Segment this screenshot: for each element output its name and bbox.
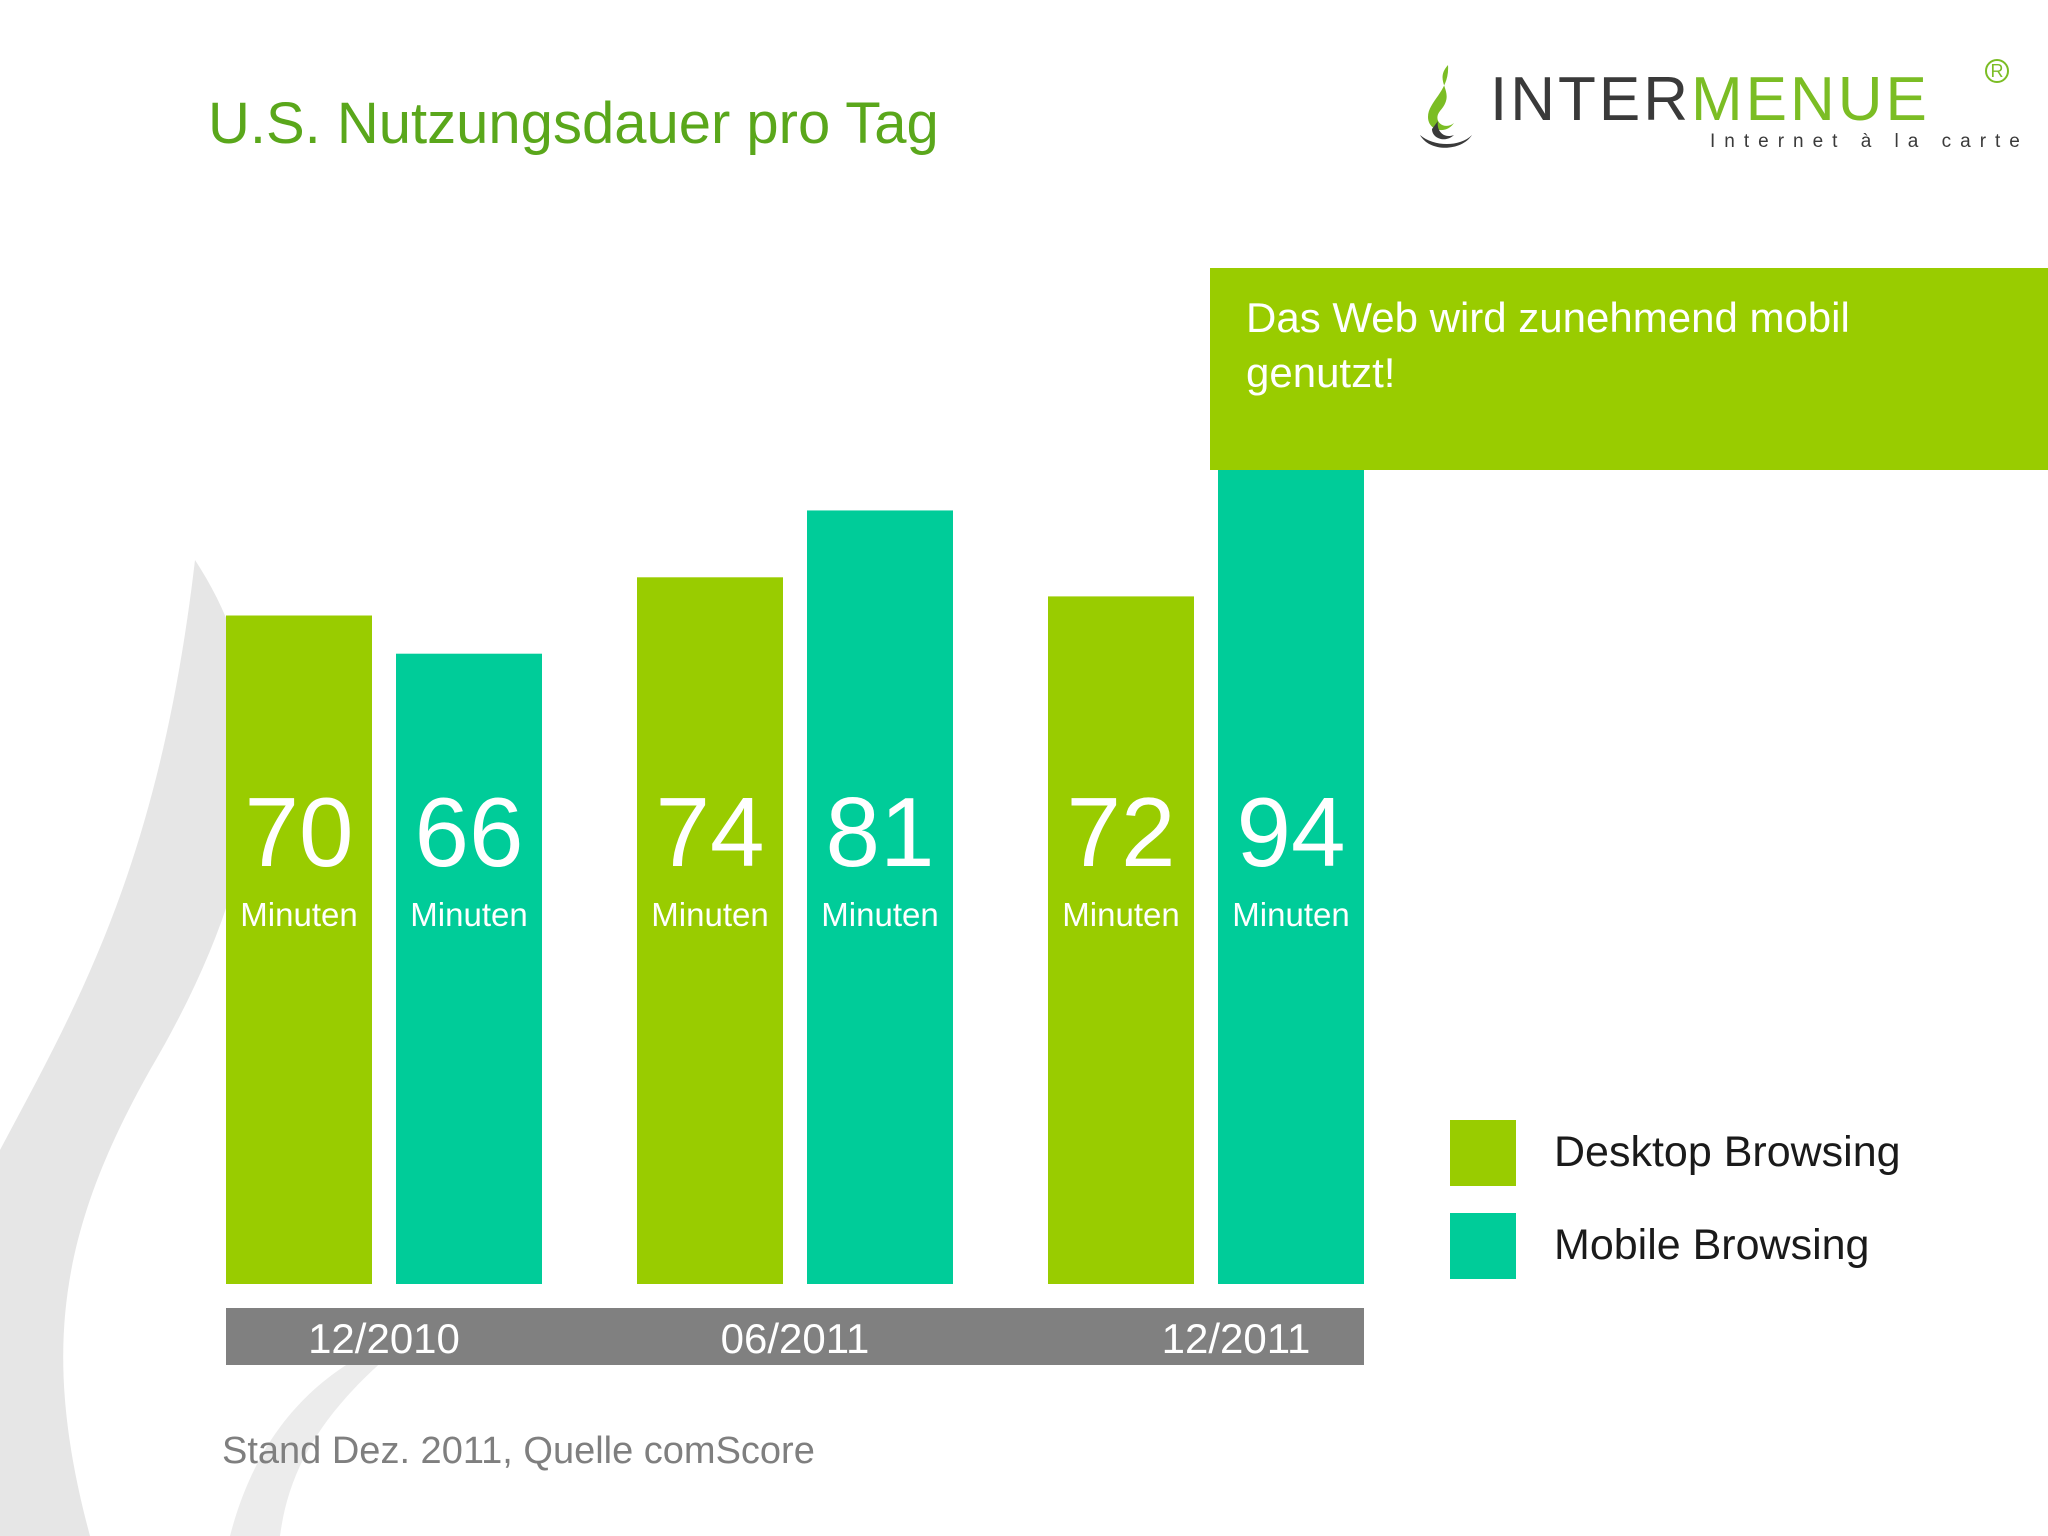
bar-mobile-0: [396, 653, 542, 1284]
callout-text: Das Web wird zunehmend mobil genutzt!: [1246, 294, 1850, 396]
bar-desktop-0: [226, 615, 372, 1284]
logo-wordmark-dark: INTER: [1490, 65, 1691, 134]
logo-wordmark: INTERMENUE: [1490, 69, 1930, 131]
data-label-value: 74: [655, 777, 764, 887]
registered-mark: R: [1985, 59, 2009, 83]
source-note: Stand Dez. 2011, Quelle comScore: [222, 1430, 815, 1472]
logo-wordmark-green: MENUE: [1691, 65, 1930, 134]
bar-desktop-2: [1048, 596, 1194, 1284]
callout-box: Das Web wird zunehmend mobil genutzt!: [1210, 268, 2048, 470]
legend-item-mobile: Mobile Browsing: [1450, 1213, 1950, 1283]
legend-label-mobile: Mobile Browsing: [1554, 1221, 1870, 1269]
flame-icon: [1420, 65, 1472, 148]
data-label-value: 66: [414, 777, 523, 887]
category-label: 06/2011: [721, 1315, 870, 1362]
data-label-value: 70: [244, 777, 353, 887]
legend-item-desktop: Desktop Browsing: [1450, 1120, 1950, 1190]
data-label-value: 81: [825, 777, 934, 887]
bar-mobile-2: [1218, 386, 1364, 1284]
legend-label-desktop: Desktop Browsing: [1554, 1128, 1901, 1176]
data-label-unit: Minuten: [1232, 896, 1349, 933]
legend-swatch-mobile: [1450, 1213, 1516, 1279]
data-label-value: 94: [1236, 777, 1345, 887]
data-label-unit: Minuten: [1062, 896, 1179, 933]
data-label-unit: Minuten: [240, 896, 357, 933]
data-label-unit: Minuten: [821, 896, 938, 933]
data-label-unit: Minuten: [410, 896, 527, 933]
category-axis-band: [226, 1308, 1364, 1365]
page-title: U.S. Nutzungsdauer pro Tag: [208, 91, 939, 156]
intermenue-logo: INTERMENUE R Internet à la carte: [1410, 55, 2020, 165]
legend-swatch-desktop: [1450, 1120, 1516, 1186]
data-label-value: 72: [1066, 777, 1175, 887]
data-label-unit: Minuten: [651, 896, 768, 933]
bar-mobile-1: [807, 510, 953, 1284]
category-label: 12/2010: [308, 1315, 460, 1362]
logo-tagline: Internet à la carte: [1710, 131, 2029, 152]
category-label: 12/2011: [1162, 1315, 1311, 1362]
bar-desktop-1: [637, 577, 783, 1284]
